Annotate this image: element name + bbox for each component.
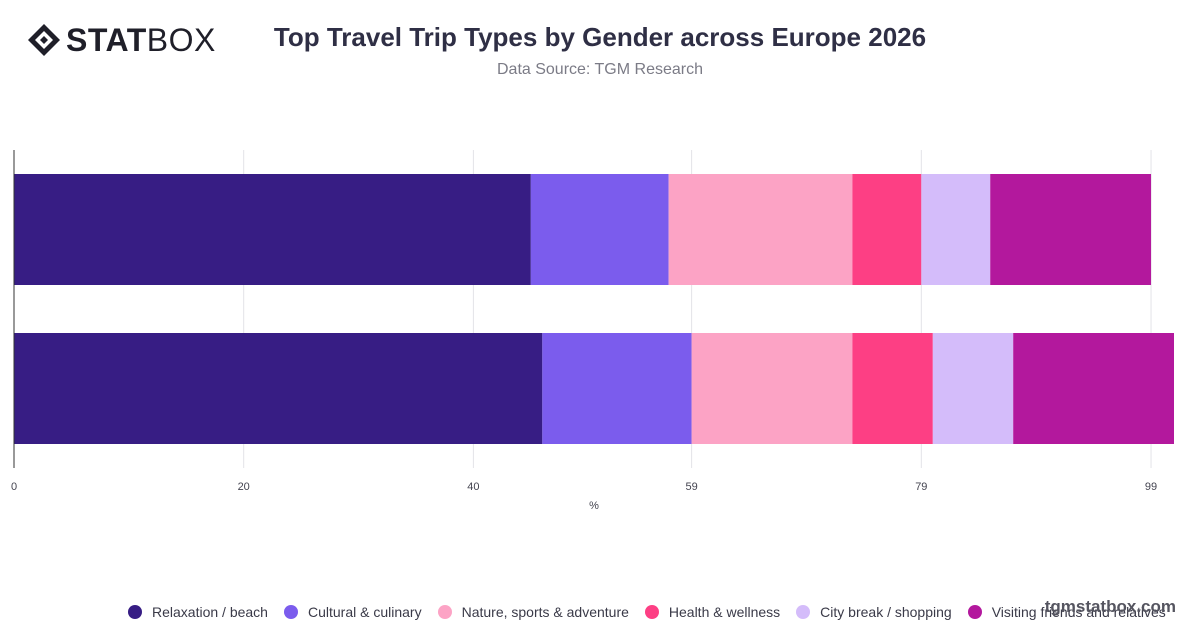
bar-segment bbox=[14, 333, 543, 444]
bar-segment bbox=[852, 333, 933, 444]
legend-label: City break / shopping bbox=[820, 604, 952, 620]
bar-segment bbox=[852, 174, 922, 285]
x-tick-label: 0 bbox=[11, 481, 17, 493]
legend-label: Relaxation / beach bbox=[152, 604, 268, 620]
legend-swatch-icon bbox=[796, 605, 811, 619]
legend-swatch-icon bbox=[283, 605, 298, 619]
legend-label: Health & wellness bbox=[668, 604, 781, 620]
legend-item[interactable]: Visiting friends and relatives bbox=[967, 604, 1166, 620]
bar-segment bbox=[932, 333, 1014, 444]
bar-segment bbox=[691, 333, 853, 444]
watermark: tgmstatbox.com bbox=[1044, 597, 1176, 616]
x-axis-label: % bbox=[589, 500, 599, 512]
legend-item[interactable]: City break / shopping bbox=[796, 604, 952, 620]
legend-swatch-icon bbox=[128, 605, 142, 619]
bar-segment bbox=[990, 174, 1152, 285]
logo-wordmark: STATBOX bbox=[66, 22, 216, 58]
legend-label: Nature, sports & adventure bbox=[461, 604, 629, 620]
legend-label: Visiting friends and relatives bbox=[991, 604, 1166, 620]
x-tick-label: 79 bbox=[915, 481, 927, 493]
legend-swatch-icon bbox=[644, 605, 659, 619]
chart-title: Top Travel Trip Types by Gender across E… bbox=[273, 22, 927, 52]
bar-segment bbox=[14, 174, 531, 285]
legend-swatch-icon bbox=[437, 605, 452, 619]
chart-subtitle: Data Source: TGM Research bbox=[496, 61, 703, 78]
legend-item[interactable]: Health & wellness bbox=[644, 604, 781, 620]
bar-segment bbox=[542, 333, 692, 444]
bar-segment bbox=[530, 174, 669, 285]
bar-segment bbox=[668, 174, 853, 285]
diamond-logo-icon bbox=[28, 24, 60, 56]
x-tick-label: 99 bbox=[1145, 481, 1157, 493]
legend-swatch-icon bbox=[967, 605, 982, 619]
legend-item[interactable]: Relaxation / beach bbox=[128, 604, 268, 620]
x-tick-label: 59 bbox=[685, 481, 697, 493]
logo-text-bold: STAT bbox=[66, 22, 147, 58]
statbox-logo: STATBOX bbox=[26, 22, 216, 58]
legend-item[interactable]: Nature, sports & adventure bbox=[437, 604, 629, 620]
x-tick-label: 40 bbox=[467, 481, 479, 493]
chart-legend: Relaxation / beach Cultural & culinary Nat… bbox=[128, 602, 1182, 622]
bar-segment bbox=[1013, 333, 1174, 444]
legend-item[interactable]: Cultural & culinary bbox=[283, 604, 422, 620]
bar-segment bbox=[921, 174, 991, 285]
legend-label: Cultural & culinary bbox=[307, 604, 422, 620]
logo-text-light: BOX bbox=[146, 22, 216, 58]
x-tick-label: 20 bbox=[238, 481, 250, 493]
